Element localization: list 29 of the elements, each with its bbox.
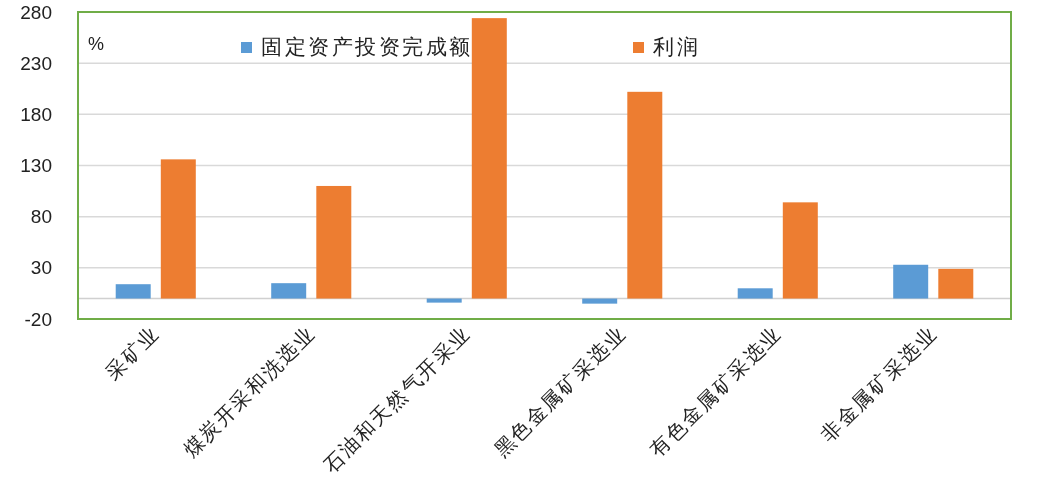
y-tick-label: 80 [30, 206, 52, 228]
bar [627, 91, 663, 299]
bar [271, 283, 307, 299]
bar [471, 18, 507, 299]
y-tick-label: 230 [20, 52, 52, 74]
bar [938, 268, 974, 299]
y-tick-label: 280 [20, 1, 52, 23]
bar [893, 264, 929, 299]
x-tick-label: 石油和天然气开采业 [319, 321, 475, 477]
x-tick-label: 采矿业 [101, 321, 164, 384]
legend-label: 利润 [653, 35, 700, 59]
bar [160, 159, 196, 299]
legend-item: 利润 [633, 35, 700, 59]
x-tick-label: 非金属矿采选业 [816, 321, 942, 446]
legend-item: 固定资产投资完成额 [241, 35, 473, 59]
y-tick-label: 180 [20, 103, 52, 125]
y-tick-label: -20 [24, 308, 52, 330]
bar [426, 298, 462, 303]
y-tick-label: 130 [20, 155, 52, 176]
y-axis-title: % [88, 34, 105, 54]
bar [115, 284, 151, 299]
bar [737, 288, 773, 299]
bar [582, 298, 618, 304]
x-tick-label: 煤炭开采和洗选业 [179, 321, 320, 462]
x-tick-label: 黑色金属矿采选业 [490, 321, 631, 462]
bar [316, 185, 352, 299]
y-tick-label: 30 [30, 257, 52, 279]
bar [782, 202, 818, 299]
x-tick-label: 有色金属矿采选业 [645, 321, 786, 462]
